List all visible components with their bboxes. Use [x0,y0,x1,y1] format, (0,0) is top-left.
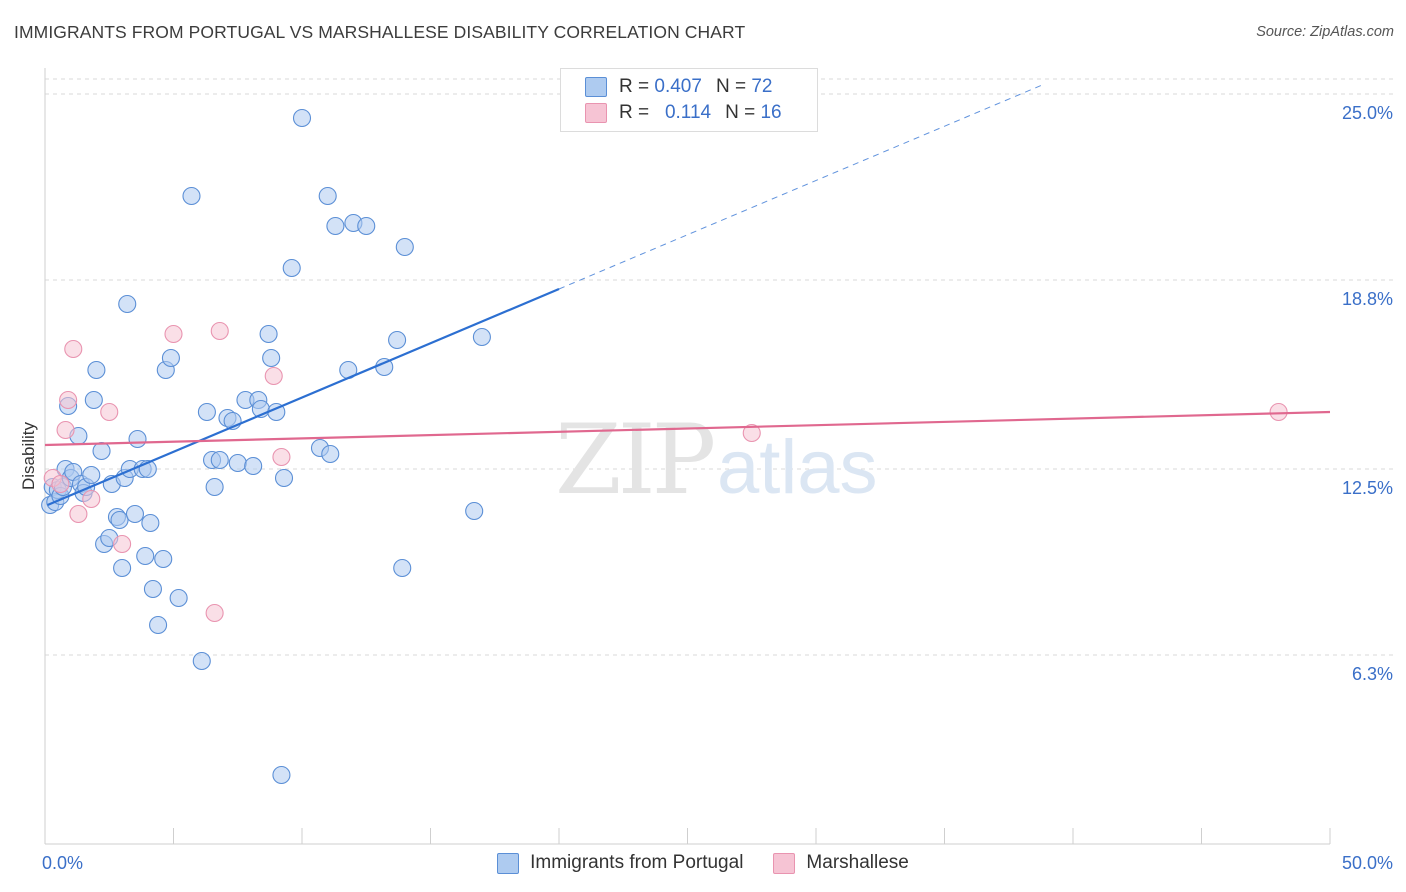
watermark-atlas: atlas [717,425,878,510]
marshallese-point [64,339,83,359]
portugal-point [113,558,132,578]
portugal-point [259,324,278,344]
portugal-point [197,402,216,422]
portugal-point [118,294,137,314]
marshallese-point [59,390,78,410]
source-label: Source: ZipAtlas.com [1256,24,1394,40]
tick-label-layer: 6.3% 12.5% 18.8% 25.0% 0.0% 50.0% [42,103,1393,873]
series-legend: Immigrants from Portugal Marshallese [0,852,1406,874]
portugal-point [92,441,111,461]
y-tick-label: 18.8% [1342,289,1393,309]
marshallese-swatch [585,103,607,123]
portugal-point [154,549,173,569]
portugal-point [87,360,106,380]
n-value: 72 [751,76,773,97]
x-tick-label: 0.0% [42,853,83,873]
marshallese-swatch [773,852,796,874]
portugal-trend-line [47,287,560,507]
legend-item-portugal[interactable]: Immigrants from Portugal [497,852,743,874]
chart-title: IMMIGRANTS FROM PORTUGAL VS MARSHALLESE … [14,22,746,42]
marshallese-point [51,474,70,494]
portugal-point [141,513,160,533]
portugal-point [205,477,224,497]
portugal-point [82,465,101,485]
marshallese-point [1269,402,1288,422]
grid-layer [45,78,1395,656]
portugal-point [210,450,229,470]
portugal-point [321,444,340,464]
y-tick-label: 12.5% [1342,478,1393,498]
marshallese-point [742,423,761,443]
portugal-point [125,504,144,524]
portugal-point [393,558,412,578]
marshallese-point [56,420,75,440]
portugal-point [192,651,211,671]
portugal-point [318,186,337,206]
portugal-point [149,615,168,635]
y-tick-label: 25.0% [1342,103,1393,123]
portugal-point [136,546,155,566]
marshallese-point [113,534,132,554]
portugal-point [465,501,484,521]
legend-item-marshallese[interactable]: Marshallese [773,852,909,874]
watermark-zip: ZIP [555,404,714,516]
portugal-point [282,258,301,278]
marshallese-point [272,447,291,467]
n-label: N = [725,102,756,123]
portugal-point [292,108,312,128]
r-value: 0.407 [654,76,702,97]
points-layer [41,108,1288,785]
x-tick-label: 50.0% [1342,853,1393,873]
portugal-point [272,765,291,785]
portugal-point [128,429,147,449]
portugal-point [357,216,376,236]
r-value: 0.114 [664,102,712,123]
portugal-point [143,579,162,599]
legend-label: Marshallese [806,852,909,873]
watermark: ZIP atlas [555,404,878,516]
marshallese-point [69,504,88,524]
marshallese-point [164,324,183,344]
marshallese-trend-line [44,410,1331,447]
marshallese-point [82,489,101,509]
portugal-point [472,327,491,347]
portugal-point [388,330,407,350]
legend-label: Immigrants from Portugal [530,852,744,873]
portugal-point [244,456,263,476]
portugal-point [110,510,129,530]
portugal-point [84,390,103,410]
portugal-swatch [585,77,607,97]
marshallese-point [100,402,119,422]
marshallese-point [264,366,283,386]
portugal-point [274,468,294,488]
r-label: R = [619,102,650,123]
n-label: N = [715,76,747,97]
r-label: R = [619,76,650,97]
portugal-point [182,186,201,206]
stats-legend: R = 0.407 N = 72 R = 0.114 N = 16 [560,68,818,132]
portugal-point [228,453,247,473]
n-value: 16 [760,102,782,123]
portugal-point [169,588,188,608]
trend-layer [44,84,1331,507]
marshallese-point [210,321,229,341]
axis-layer [44,68,1331,845]
portugal-point [161,348,180,368]
portugal-point [326,216,345,236]
y-axis-label: Disability [19,421,38,490]
stats-row-portugal: R = 0.407 N = 72 [585,75,772,99]
stats-row-marshallese: R = 0.114 N = 16 [585,101,782,125]
y-tick-label: 6.3% [1352,664,1393,684]
portugal-point [395,237,414,257]
marshallese-point [205,603,224,623]
portugal-swatch [497,852,520,874]
portugal-point [262,348,281,368]
